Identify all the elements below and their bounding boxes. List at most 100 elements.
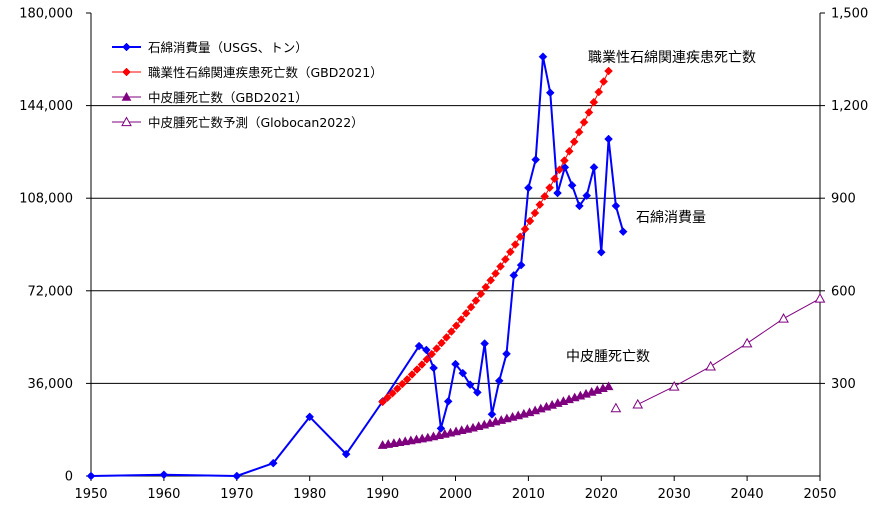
consumption-point [458,368,468,378]
occupational-death-point [525,216,535,226]
consumption-point [509,271,519,280]
occupational-death-point [447,327,456,336]
right-axis-ticks: 300 600 900 1,200 1,500 [820,7,868,392]
occupational-death-point [535,200,545,210]
x-tick-label: 2040 [731,487,764,502]
occupational-death-point [412,365,422,374]
consumption-point [516,260,526,270]
legend-swatch-marker [122,42,131,52]
left-tick-label: 180,000 [19,7,73,22]
occupational-death-point [437,338,446,348]
consumption-point [524,183,533,193]
occupational-death-point [442,333,451,342]
occupational-death-point [417,360,427,369]
consumption-point [494,376,504,386]
legend-entry-mesothelioma-forecast: 中皮腫死亡数予測（Globocan2022） [112,115,364,130]
occupational-death-point [407,370,417,379]
consumption-point [421,345,431,355]
consumption-point [531,155,541,164]
occupational-death-point [530,208,540,218]
occupational-death-point [486,275,496,285]
forecast-point [610,402,622,413]
x-tick-label: 2020 [585,487,618,502]
forecast-point [814,292,826,303]
x-tick-label: 1970 [220,487,253,502]
occupational-death-point [461,308,471,318]
consumption-point [465,380,475,390]
legend-label-mesothelioma-deaths: 中皮腫死亡数（GBD2021） [148,90,308,105]
right-tick-label: 1,500 [831,7,868,22]
x-tick-label: 1950 [74,487,107,502]
series-line [637,298,821,405]
occupational-death-point [569,137,579,147]
occupational-death-point [584,108,594,117]
x-tick-label: 1960 [147,487,180,502]
left-tick-label: 144,000 [19,99,73,114]
legend-label-mesothelioma-forecast: 中皮腫死亡数予測（Globocan2022） [148,115,364,130]
occupational-death-point [392,384,402,394]
consumption-point [596,247,606,257]
gridlines [91,105,820,384]
consumption-point [232,471,242,481]
x-tick-label: 2000 [439,487,472,502]
consumption-point [589,162,599,172]
occupational-death-point [520,224,530,234]
annotation-mesothelioma-deaths: 中皮腫死亡数 [566,349,650,365]
occupational-death-point [560,156,569,165]
occupational-death-point [501,254,510,264]
occupational-death-point [383,393,392,402]
legend-entry-asbestos-consumption: 石綿消費量（USGS、トン） [112,40,308,55]
consumption-point [502,349,511,359]
occupational-death-point [422,354,432,364]
occupational-death-point [496,262,505,271]
left-tick-label: 108,000 [19,192,73,207]
right-tick-label: 600 [831,284,856,299]
consumption-point [618,227,628,236]
occupational-death-point [579,117,589,127]
x-tick-label: 2050 [803,487,836,502]
consumption-point [451,359,460,369]
series-layer [86,52,826,481]
occupational-death-point [432,344,441,353]
consumption-point [159,470,169,480]
consumption-point [86,471,96,481]
occupational-death-point [540,191,550,201]
occupational-death-point [456,315,466,324]
occupational-death-point [574,127,584,137]
left-tick-label: 36,000 [28,377,74,392]
occupational-death-point [505,247,515,257]
occupational-death-point [589,97,599,107]
consumption-point [429,363,438,373]
occupational-death-point [599,77,609,86]
x-tick-label: 2010 [512,487,545,502]
occupational-death-point [427,349,437,359]
consumption-point [305,412,315,422]
series-occupational-deaths [378,66,613,407]
consumption-point [341,449,351,459]
left-tick-label: 72,000 [28,284,74,299]
consumption-point [567,180,577,190]
consumption-point [545,88,555,98]
occupational-death-point [481,282,491,292]
mesothelioma-death-point [603,381,614,391]
right-tick-label: 300 [831,377,856,392]
occupational-death-point [564,146,574,156]
forecast-point [778,313,789,323]
legend-label-occupational-deaths: 職業性石綿関連疾患死亡数（GBD2021） [148,65,383,80]
annotation-occupational-deaths: 職業性石綿関連疾患死亡数 [588,50,756,66]
occupational-death-point [402,375,412,384]
consumption-point [487,409,497,419]
x-tick-label: 1980 [293,487,326,502]
legend: 石綿消費量（USGS、トン） 職業性石綿関連疾患死亡数（GBD2021） 中皮腫… [112,40,383,130]
forecast-point [741,337,753,348]
x-axis-ticks: 1950 1960 1970 1980 1990 2000 2010 2020 2030 2040… [74,476,837,502]
legend-swatch-marker [122,67,131,77]
occupational-death-point [515,232,525,242]
consumption-point [436,424,446,433]
occupational-death-point [466,302,476,312]
right-tick-label: 1,200 [831,99,868,114]
occupational-death-point [397,379,407,389]
legend-label-asbestos-consumption: 石綿消費量（USGS、トン） [148,40,308,55]
